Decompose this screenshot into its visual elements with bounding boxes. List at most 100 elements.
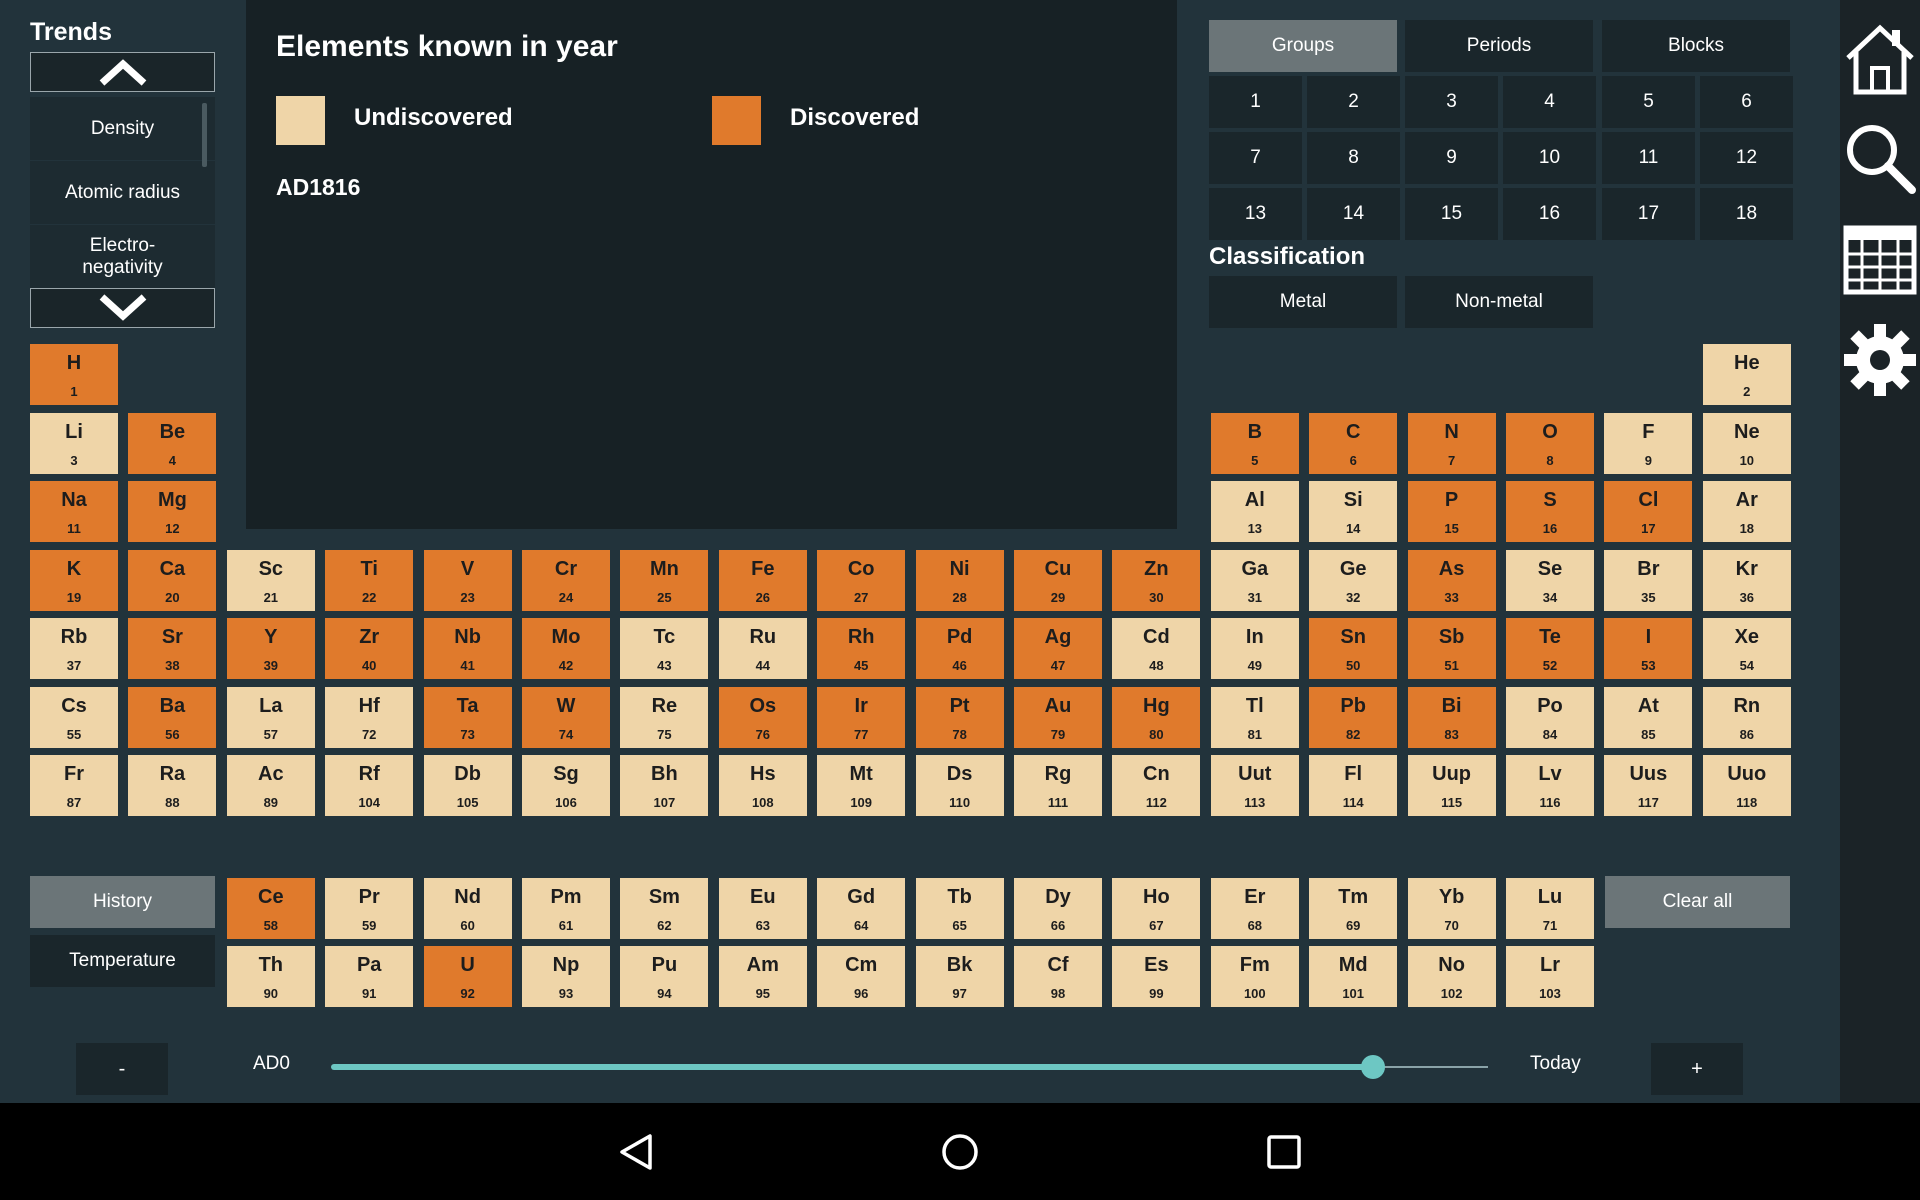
element-tile-fl[interactable]: Fl 114 (1309, 755, 1398, 816)
element-tile-es[interactable]: Es 99 (1112, 946, 1201, 1007)
element-tile-ba[interactable]: Ba 56 (128, 687, 217, 748)
element-tile-k[interactable]: K 19 (30, 550, 118, 611)
element-tile-rf[interactable]: Rf 104 (325, 755, 414, 816)
back-icon[interactable] (614, 1130, 658, 1174)
element-tile-dy[interactable]: Dy 66 (1014, 878, 1102, 939)
tab-groups[interactable]: Groups (1209, 20, 1397, 72)
element-tile-ds[interactable]: Ds 110 (915, 755, 1004, 816)
element-tile-sg[interactable]: Sg 106 (522, 755, 610, 816)
element-tile-md[interactable]: Md 101 (1309, 946, 1398, 1007)
trend-item-density[interactable]: Density (30, 97, 215, 160)
element-tile-nb[interactable]: Nb 41 (423, 618, 512, 679)
year-increment-button[interactable]: + (1651, 1043, 1743, 1095)
element-tile-os[interactable]: Os 76 (718, 687, 807, 748)
element-tile-be[interactable]: Be 4 (128, 413, 217, 474)
element-tile-fr[interactable]: Fr 87 (30, 755, 118, 816)
group-button-9[interactable]: 9 (1405, 132, 1498, 184)
element-tile-i[interactable]: I 53 (1604, 618, 1693, 679)
element-tile-rb[interactable]: Rb 37 (30, 618, 118, 679)
trend-item-atomic-radius[interactable]: Atomic radius (30, 161, 215, 224)
element-tile-po[interactable]: Po 84 (1506, 687, 1594, 748)
group-button-2[interactable]: 2 (1307, 76, 1400, 128)
element-tile-ne[interactable]: Ne 10 (1702, 413, 1791, 474)
element-tile-mo[interactable]: Mo 42 (522, 618, 610, 679)
element-tile-db[interactable]: Db 105 (423, 755, 512, 816)
element-tile-pu[interactable]: Pu 94 (620, 946, 709, 1007)
element-tile-ge[interactable]: Ge 32 (1309, 550, 1398, 611)
element-tile-p[interactable]: P 15 (1407, 481, 1496, 542)
element-tile-er[interactable]: Er 68 (1210, 878, 1299, 939)
element-tile-lv[interactable]: Lv 116 (1506, 755, 1594, 816)
year-slider-track[interactable] (1373, 1066, 1488, 1068)
element-tile-w[interactable]: W 74 (522, 687, 610, 748)
element-tile-au[interactable]: Au 79 (1014, 687, 1102, 748)
element-tile-gd[interactable]: Gd 64 (817, 878, 906, 939)
element-tile-mn[interactable]: Mn 25 (620, 550, 709, 611)
element-tile-he[interactable]: He 2 (1702, 344, 1791, 405)
element-tile-al[interactable]: Al 13 (1210, 481, 1299, 542)
recents-icon[interactable] (1262, 1130, 1306, 1174)
element-tile-se[interactable]: Se 34 (1506, 550, 1594, 611)
trends-scroll-down-button[interactable] (30, 288, 215, 328)
element-tile-kr[interactable]: Kr 36 (1702, 550, 1791, 611)
element-tile-ta[interactable]: Ta 73 (423, 687, 512, 748)
element-tile-hs[interactable]: Hs 108 (718, 755, 807, 816)
element-tile-uup[interactable]: Uup 115 (1407, 755, 1496, 816)
group-button-11[interactable]: 11 (1602, 132, 1695, 184)
metal-button[interactable]: Metal (1209, 276, 1397, 328)
element-tile-uus[interactable]: Uus 117 (1604, 755, 1693, 816)
element-tile-sc[interactable]: Sc 21 (226, 550, 315, 611)
element-tile-fe[interactable]: Fe 26 (718, 550, 807, 611)
element-tile-pm[interactable]: Pm 61 (522, 878, 610, 939)
element-tile-tl[interactable]: Tl 81 (1210, 687, 1299, 748)
element-tile-pa[interactable]: Pa 91 (325, 946, 414, 1007)
group-button-18[interactable]: 18 (1700, 188, 1793, 240)
element-tile-ir[interactable]: Ir 77 (817, 687, 906, 748)
search-icon[interactable] (1842, 120, 1918, 196)
element-tile-pb[interactable]: Pb 82 (1309, 687, 1398, 748)
element-tile-y[interactable]: Y 39 (226, 618, 315, 679)
table-grid-icon[interactable] (1842, 222, 1918, 298)
element-tile-tb[interactable]: Tb 65 (915, 878, 1004, 939)
element-tile-ag[interactable]: Ag 47 (1014, 618, 1102, 679)
element-tile-ra[interactable]: Ra 88 (128, 755, 217, 816)
element-tile-pd[interactable]: Pd 46 (915, 618, 1004, 679)
home-nav-icon[interactable] (938, 1130, 982, 1174)
element-tile-bi[interactable]: Bi 83 (1407, 687, 1496, 748)
element-tile-zn[interactable]: Zn 30 (1112, 550, 1201, 611)
element-tile-ac[interactable]: Ac 89 (226, 755, 315, 816)
group-button-16[interactable]: 16 (1503, 188, 1596, 240)
element-tile-ho[interactable]: Ho 67 (1112, 878, 1201, 939)
element-tile-la[interactable]: La 57 (226, 687, 315, 748)
element-tile-ti[interactable]: Ti 22 (325, 550, 414, 611)
tab-periods[interactable]: Periods (1405, 20, 1593, 72)
gear-icon[interactable] (1842, 322, 1918, 398)
group-button-14[interactable]: 14 (1307, 188, 1400, 240)
trend-item-electronegativity[interactable]: Electro-negativity (30, 225, 215, 288)
trends-scroll-up-button[interactable] (30, 52, 215, 92)
element-tile-re[interactable]: Re 75 (620, 687, 709, 748)
element-tile-rn[interactable]: Rn 86 (1702, 687, 1791, 748)
element-tile-br[interactable]: Br 35 (1604, 550, 1693, 611)
element-tile-eu[interactable]: Eu 63 (718, 878, 807, 939)
element-tile-v[interactable]: V 23 (423, 550, 512, 611)
element-tile-sm[interactable]: Sm 62 (620, 878, 709, 939)
element-tile-cn[interactable]: Cn 112 (1112, 755, 1201, 816)
group-button-12[interactable]: 12 (1700, 132, 1793, 184)
group-button-3[interactable]: 3 (1405, 76, 1498, 128)
element-tile-pr[interactable]: Pr 59 (325, 878, 414, 939)
element-tile-li[interactable]: Li 3 (30, 413, 118, 474)
element-tile-sr[interactable]: Sr 38 (128, 618, 217, 679)
element-tile-zr[interactable]: Zr 40 (325, 618, 414, 679)
group-button-1[interactable]: 1 (1209, 76, 1302, 128)
element-tile-ce[interactable]: Ce 58 (226, 878, 315, 939)
element-tile-hf[interactable]: Hf 72 (325, 687, 414, 748)
element-tile-cl[interactable]: Cl 17 (1604, 481, 1693, 542)
element-tile-cu[interactable]: Cu 29 (1014, 550, 1102, 611)
element-tile-cs[interactable]: Cs 55 (30, 687, 118, 748)
element-tile-s[interactable]: S 16 (1506, 481, 1594, 542)
